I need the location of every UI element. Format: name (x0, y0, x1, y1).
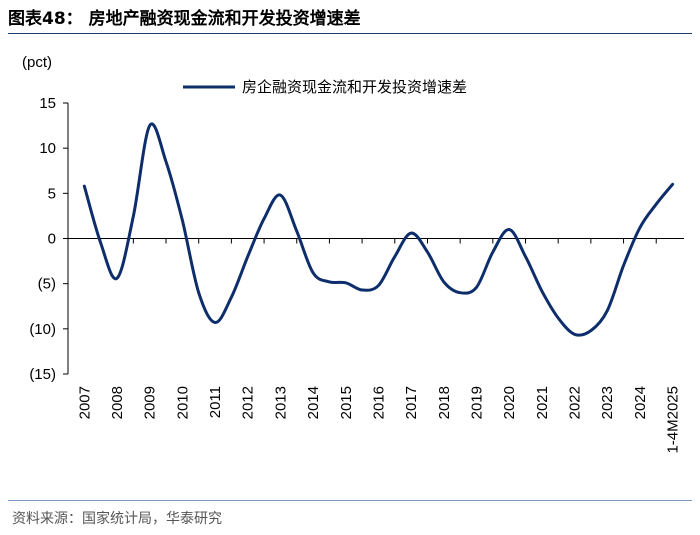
series-group (82, 122, 675, 337)
y-tick-label: (10) (29, 321, 56, 338)
figure-title: 图表48： 房地产融资现金流和开发投资增速差 (8, 9, 361, 29)
line-chart: (pct) 15 10 5 0 (5) (10) (15) 2007 2008 2009 2010… (22, 54, 684, 454)
title-divider (8, 33, 692, 34)
x-tick-label: 2022 (567, 386, 584, 419)
x-tick-label: 2012 (240, 386, 257, 419)
x-tick-label: 2019 (468, 386, 485, 419)
series-line (82, 122, 675, 337)
y-tick-label: 0 (48, 231, 56, 248)
y-tick-label: 15 (39, 95, 56, 112)
x-tick-label: 2016 (370, 386, 387, 419)
x-tick-label: 2008 (109, 386, 126, 419)
x-tick-label: 2011 (207, 386, 224, 418)
x-tick-label: 2007 (76, 386, 93, 419)
y-tick-label: 10 (39, 140, 56, 157)
x-tick-label: 2021 (534, 386, 551, 419)
legend: 房企融资现金流和开发投资增速差 (183, 78, 467, 96)
x-tick-label: 2010 (174, 386, 191, 419)
y-tick-label: (5) (38, 276, 56, 293)
y-tick-label: 5 (48, 185, 56, 202)
x-tick-label: 2015 (338, 386, 355, 419)
x-tick-label: 1-4M2025 (665, 386, 682, 454)
footer-divider (8, 500, 692, 501)
y-axis: 15 10 5 0 (5) (10) (15) (29, 95, 69, 383)
source-note: 资料来源：国家统计局，华泰研究 (12, 511, 222, 527)
x-tick-label: 2024 (632, 386, 649, 419)
x-tick-label: 2017 (403, 386, 420, 419)
legend-label: 房企融资现金流和开发投资增速差 (242, 78, 467, 96)
y-tick-label: (15) (29, 366, 56, 383)
y-axis-label: (pct) (22, 54, 52, 71)
x-tick-label: 2018 (436, 386, 453, 419)
x-tick-label: 2023 (599, 386, 616, 419)
x-tick-label: 2020 (501, 386, 518, 419)
x-axis: 2007 2008 2009 2010 2011 2012 2013 2014 2015 2016… (67, 238, 684, 454)
x-tick-label: 2009 (142, 386, 159, 419)
x-tick-label: 2013 (272, 386, 289, 419)
x-tick-label: 2014 (305, 386, 322, 419)
